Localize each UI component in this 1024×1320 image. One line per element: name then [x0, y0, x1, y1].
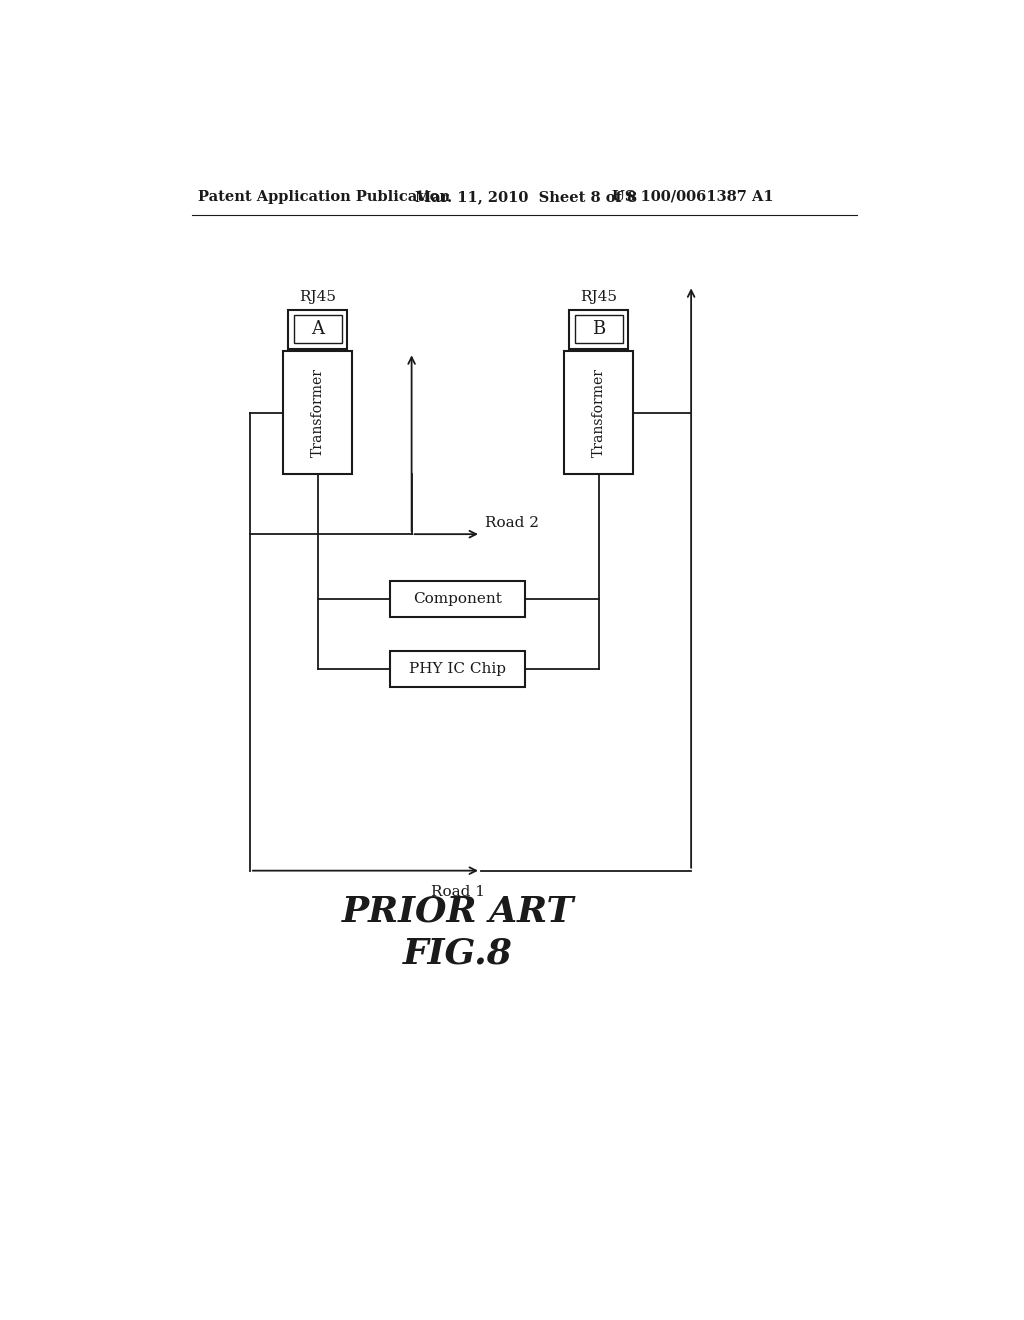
Text: RJ45: RJ45 — [581, 290, 617, 304]
Text: FIG.8: FIG.8 — [402, 937, 513, 970]
Bar — [390, 651, 525, 686]
Text: Component: Component — [414, 591, 502, 606]
Bar — [569, 310, 628, 348]
Bar — [294, 315, 342, 343]
Text: Transformer: Transformer — [310, 368, 325, 457]
Bar — [390, 581, 525, 616]
Text: PRIOR ART: PRIOR ART — [342, 895, 574, 928]
Bar — [283, 351, 352, 474]
Text: Mar. 11, 2010  Sheet 8 of 8: Mar. 11, 2010 Sheet 8 of 8 — [416, 190, 638, 203]
Text: RJ45: RJ45 — [299, 290, 336, 304]
Text: Patent Application Publication: Patent Application Publication — [199, 190, 451, 203]
Text: A: A — [311, 321, 325, 338]
Text: PHY IC Chip: PHY IC Chip — [410, 661, 506, 676]
Text: Road 2: Road 2 — [484, 516, 539, 531]
Text: Road 1: Road 1 — [431, 884, 484, 899]
Text: B: B — [592, 321, 605, 338]
Text: Transformer: Transformer — [592, 368, 606, 457]
Bar — [564, 351, 634, 474]
Bar — [574, 315, 623, 343]
Bar — [289, 310, 347, 348]
Text: US 100/0061387 A1: US 100/0061387 A1 — [611, 190, 773, 203]
